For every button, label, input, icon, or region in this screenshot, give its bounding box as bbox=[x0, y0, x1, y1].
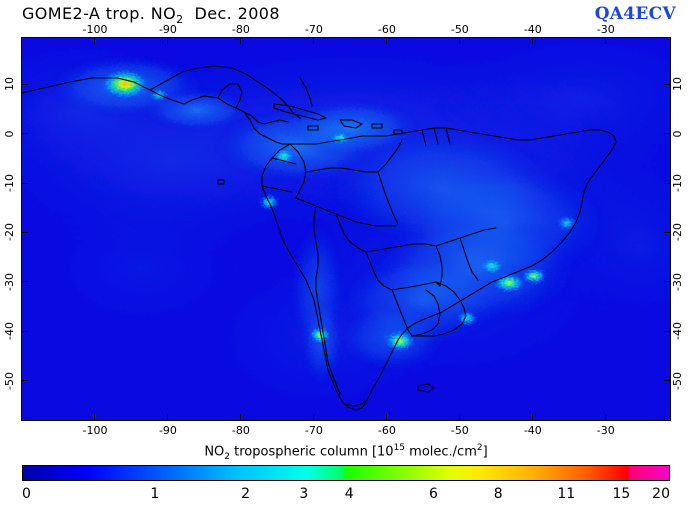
y-tick bbox=[22, 231, 28, 233]
y-tick bbox=[22, 281, 28, 283]
x-tick bbox=[94, 38, 96, 44]
x-tick bbox=[459, 38, 461, 44]
y-axis-label-left: 0 bbox=[3, 130, 16, 138]
x-tick bbox=[313, 414, 315, 420]
y-axis-label-left: -40 bbox=[3, 322, 16, 341]
y-axis-label-left: -30 bbox=[3, 272, 16, 291]
figure-title: GOME2-A trop. NO2 Dec. 2008 bbox=[22, 4, 280, 26]
colorbar-tick-3: 3 bbox=[299, 486, 309, 502]
y-axis-label-left: -10 bbox=[3, 174, 16, 193]
x-tick bbox=[167, 38, 169, 44]
x-axis-label-bottom: -50 bbox=[450, 424, 469, 437]
hotspot-salvador bbox=[556, 215, 578, 231]
y-tick bbox=[664, 182, 670, 184]
hotspot-santiago bbox=[309, 326, 331, 344]
x-tick bbox=[313, 38, 315, 44]
x-tick bbox=[240, 38, 242, 44]
y-tick bbox=[664, 231, 670, 233]
colorbar-tick-15: 15 bbox=[612, 486, 631, 502]
colorbar-tick-1: 1 bbox=[150, 486, 160, 502]
y-axis-label-right: 0 bbox=[671, 130, 684, 138]
y-axis-label-right: -50 bbox=[671, 371, 684, 390]
colorbar[interactable] bbox=[22, 465, 670, 481]
x-axis-label-top: -80 bbox=[231, 23, 250, 36]
colorbar-tick-0: 0 bbox=[22, 486, 31, 502]
hotspot-porto-alegre bbox=[456, 310, 478, 326]
x-axis-label-top: -100 bbox=[82, 23, 108, 36]
colorbar-tick-20: 20 bbox=[652, 486, 670, 502]
cb-species: NO bbox=[204, 444, 225, 460]
x-axis-label-bottom: -100 bbox=[82, 424, 108, 437]
y-axis-label-left: -20 bbox=[3, 223, 16, 242]
x-tick bbox=[605, 38, 607, 44]
y-tick bbox=[664, 281, 670, 283]
y-tick bbox=[664, 83, 670, 85]
y-tick bbox=[22, 83, 28, 85]
y-axis-label-right: -20 bbox=[671, 223, 684, 242]
y-axis-label-left: -50 bbox=[3, 371, 16, 390]
x-axis-label-bottom: -70 bbox=[304, 424, 323, 437]
x-axis-label-top: -30 bbox=[596, 23, 615, 36]
colorbar-tick-11: 11 bbox=[557, 486, 576, 502]
colorbar-title: NO2 tropospheric column [1015 molec./cm2… bbox=[0, 443, 692, 462]
x-axis-label-bottom: -40 bbox=[523, 424, 542, 437]
x-axis-label-top: -60 bbox=[377, 23, 396, 36]
colorbar-tick-2: 2 bbox=[241, 486, 251, 502]
colorbar-tick-8: 8 bbox=[493, 486, 503, 502]
y-axis-label-right: -40 bbox=[671, 322, 684, 341]
hotspot-caracas bbox=[328, 131, 352, 145]
y-axis-label-right: 10 bbox=[671, 77, 684, 92]
x-tick bbox=[167, 414, 169, 420]
x-axis-label-top: -40 bbox=[523, 23, 542, 36]
x-axis-label-top: -90 bbox=[158, 23, 177, 36]
map-plot-area bbox=[22, 38, 670, 420]
title-species: GOME2-A trop. NO bbox=[22, 4, 177, 23]
x-axis-label-bottom: -60 bbox=[377, 424, 396, 437]
y-tick bbox=[664, 380, 670, 382]
hotspot-buenos-aires bbox=[384, 330, 416, 352]
cb-sub: 2 bbox=[224, 451, 231, 462]
hotspot-sao-paulo bbox=[492, 273, 526, 293]
hotspot-rio bbox=[521, 268, 547, 284]
x-tick bbox=[94, 414, 96, 420]
x-axis-label-bottom: -90 bbox=[158, 424, 177, 437]
x-tick bbox=[240, 414, 242, 420]
y-axis-label-left: 10 bbox=[3, 77, 16, 92]
cb-exp2: 2 bbox=[476, 443, 483, 453]
qa4ecv-logo: QA4ECV bbox=[594, 4, 676, 24]
y-tick bbox=[22, 182, 28, 184]
y-axis-label-right: -30 bbox=[671, 272, 684, 291]
x-tick bbox=[386, 414, 388, 420]
cb-exp: 15 bbox=[393, 443, 406, 453]
x-tick bbox=[532, 414, 534, 420]
title-date: Dec. 2008 bbox=[194, 4, 280, 23]
cb-end: ] bbox=[482, 444, 488, 460]
x-tick bbox=[386, 38, 388, 44]
x-axis-label-bottom: -80 bbox=[231, 424, 250, 437]
y-tick bbox=[664, 330, 670, 332]
cb-mid: tropospheric column [10 bbox=[230, 444, 394, 460]
y-tick bbox=[664, 133, 670, 135]
cb-suffix: molec./cm bbox=[405, 444, 477, 460]
no2-map bbox=[22, 38, 670, 420]
x-axis-label-top: -50 bbox=[450, 23, 469, 36]
hotspot-mexico-city bbox=[101, 69, 149, 99]
hotspot-bogota bbox=[272, 147, 296, 165]
x-tick bbox=[459, 414, 461, 420]
title-subscript: 2 bbox=[176, 13, 184, 27]
y-axis-label-right: -10 bbox=[671, 174, 684, 193]
x-axis-label-bottom: -30 bbox=[596, 424, 615, 437]
coastlines-and-borders bbox=[22, 65, 617, 411]
y-tick bbox=[22, 380, 28, 382]
x-tick bbox=[532, 38, 534, 44]
y-tick bbox=[22, 330, 28, 332]
colorbar-tick-4: 4 bbox=[344, 486, 354, 502]
x-axis-label-top: -70 bbox=[304, 23, 323, 36]
x-tick bbox=[605, 414, 607, 420]
y-tick bbox=[22, 133, 28, 135]
hotspot-belo-horizonte bbox=[479, 257, 505, 275]
colorbar-tick-6: 6 bbox=[429, 486, 438, 502]
